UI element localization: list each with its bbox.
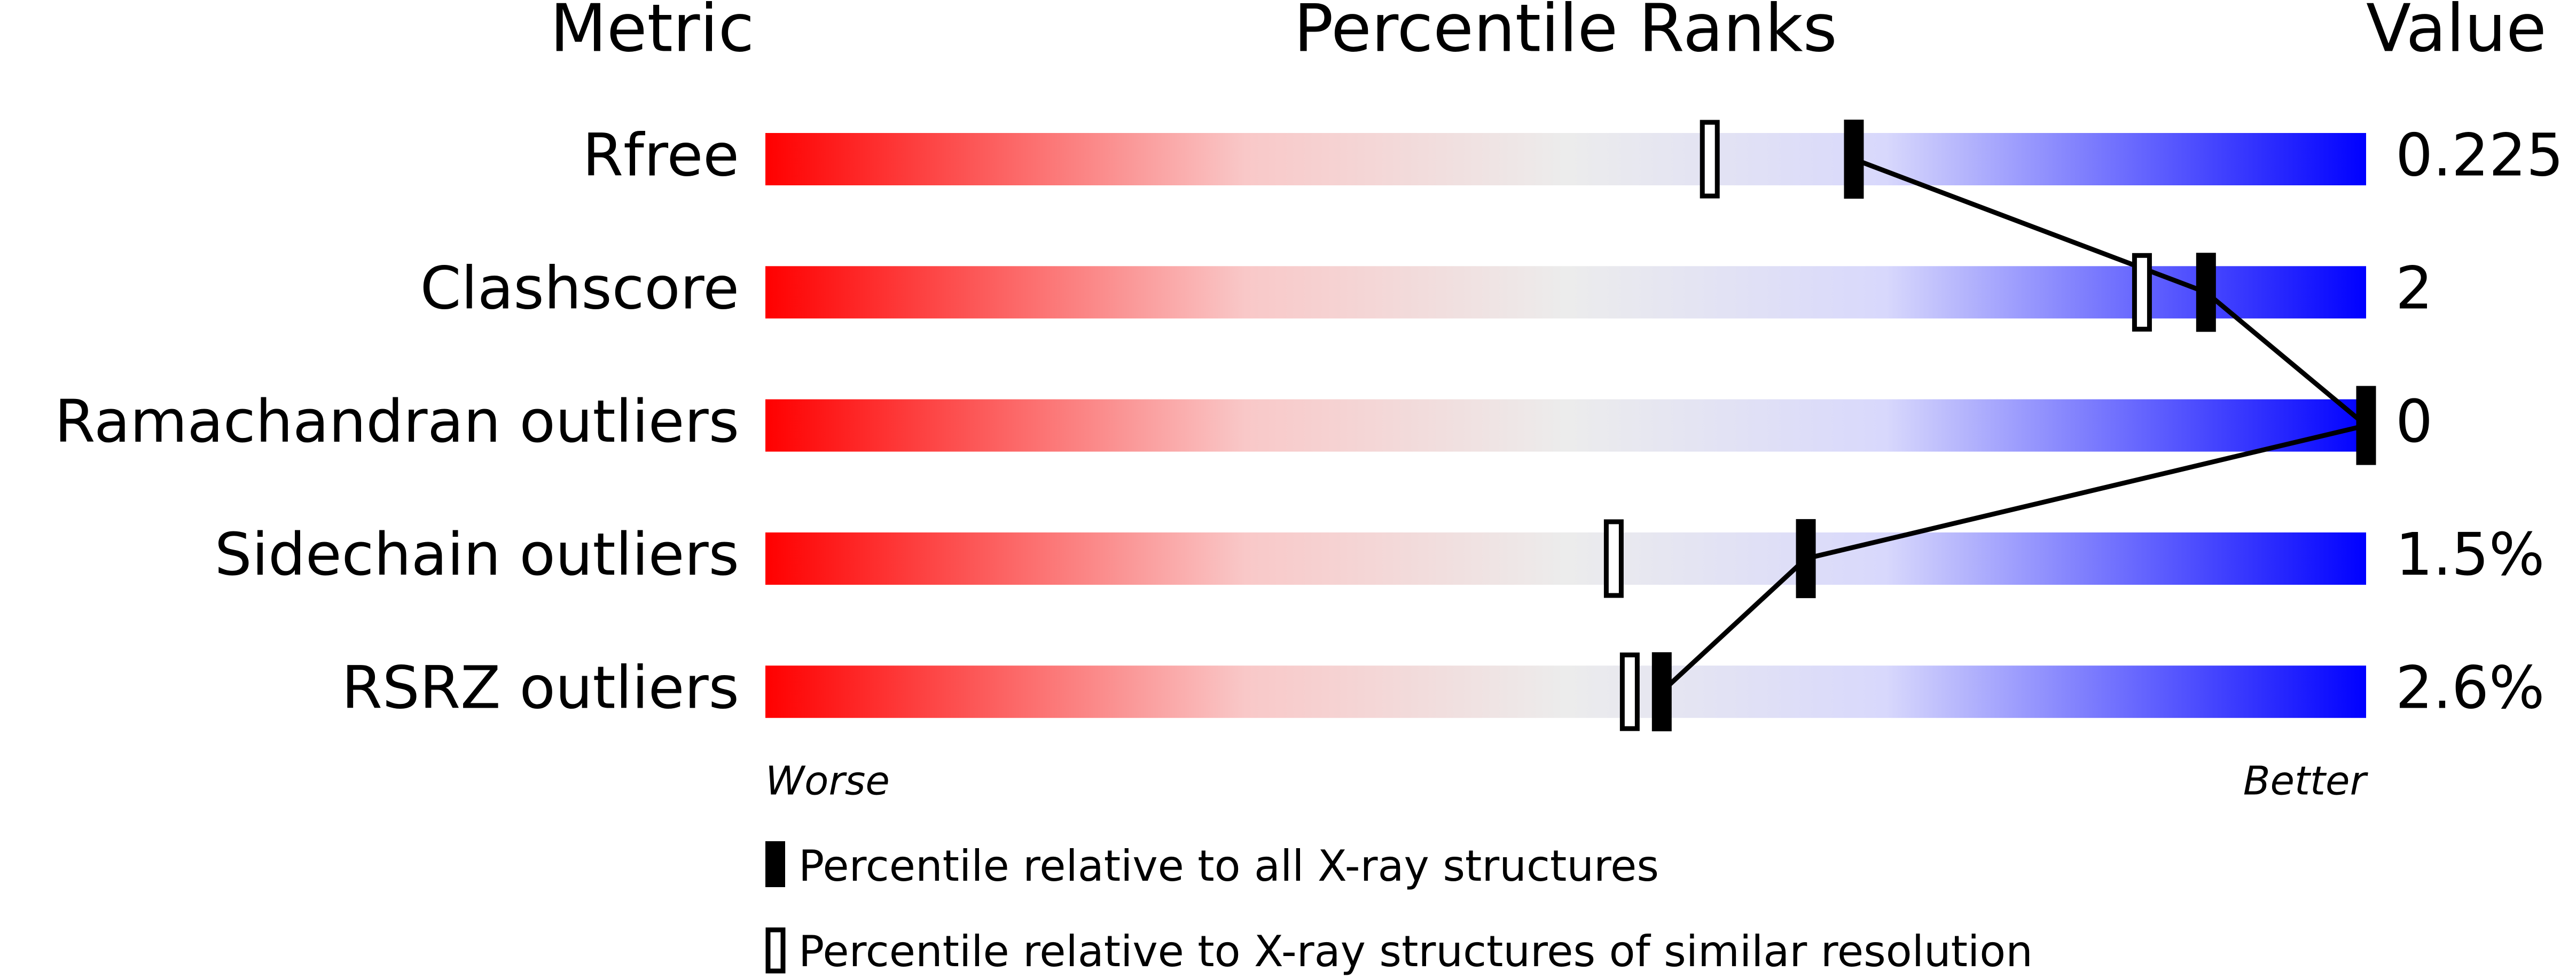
slider-bar [765,665,2366,718]
marker-similar [2132,253,2152,332]
metric-value: 2.6% [2395,653,2544,722]
metric-value: 1.5% [2395,520,2544,589]
marker-all [1796,519,1816,598]
header-metric: Metric [550,0,754,67]
metric-label: Ramachandran outliers [54,387,739,456]
metric-label: Clashscore [420,254,739,323]
marker-similar [1700,120,1720,199]
metric-value: 0.225 [2395,121,2564,189]
metric-value: 0 [2395,387,2433,456]
marker-all [2356,386,2376,465]
legend-swatch [765,927,786,974]
metric-label: RSRZ outliers [342,653,740,722]
marker-all [1844,120,1864,199]
metric-label: Rfree [583,121,739,189]
header-ranks: Percentile Ranks [1294,0,1837,67]
slider-bar [765,532,2366,585]
legend-swatch [765,841,785,887]
metric-value: 2 [2395,254,2433,323]
marker-all [2196,253,2216,332]
slider-bar [765,266,2366,319]
better-label: Better [2243,758,2369,804]
marker-all [1651,652,1672,732]
legend-label: Percentile relative to X-ray structures … [798,927,2033,976]
metric-label: Sidechain outliers [215,520,739,589]
legend-label: Percentile relative to all X-ray structu… [798,841,1659,891]
marker-similar [1603,519,1624,598]
header-value: Value [2366,0,2547,67]
slider-bar [765,133,2366,185]
marker-similar [1619,652,1640,731]
worse-label: Worse [765,758,890,804]
slider-bar [765,399,2366,452]
